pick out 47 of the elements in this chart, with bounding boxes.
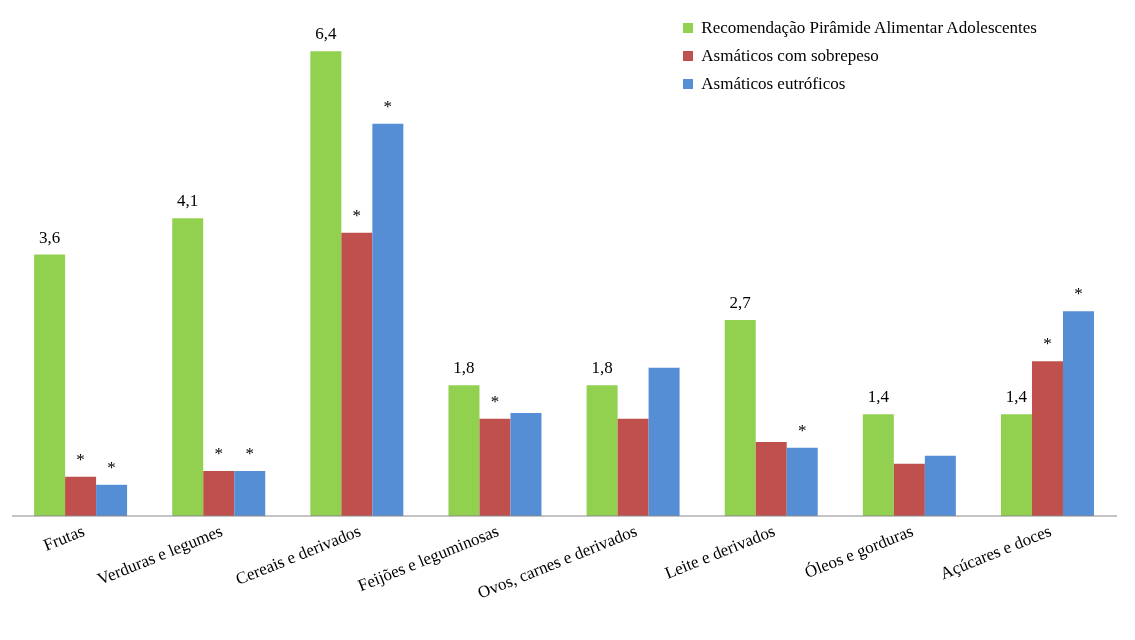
bar <box>65 476 97 516</box>
data-label: 4,1 <box>177 191 199 211</box>
bar <box>755 441 787 516</box>
bar <box>234 470 266 516</box>
bar <box>172 218 204 516</box>
legend-label: Asmáticos com sobrepeso <box>701 46 879 66</box>
bar <box>510 412 542 516</box>
bar <box>648 367 680 516</box>
bar <box>310 51 342 516</box>
legend-label: Recomendação Pirâmide Alimentar Adolescentes <box>701 18 1037 38</box>
bar <box>924 455 956 516</box>
bar <box>34 254 66 516</box>
data-label: 1,8 <box>591 358 613 378</box>
x-tick-label: Verduras e legumes <box>94 521 226 589</box>
x-tick-label: Frutas <box>40 521 88 555</box>
bar <box>617 418 649 516</box>
bar <box>586 385 618 516</box>
bar <box>786 447 818 516</box>
data-label: 2,7 <box>729 292 752 312</box>
data-label: 6,4 <box>315 24 337 44</box>
data-label: * <box>107 457 116 477</box>
bar <box>372 123 404 516</box>
data-label: 1,4 <box>867 387 890 407</box>
data-label: * <box>214 443 223 463</box>
bar <box>1062 311 1094 516</box>
legend-label: Asmáticos eutróficos <box>701 74 846 94</box>
bar <box>341 232 373 516</box>
data-label: 1,4 <box>1005 387 1028 407</box>
data-label: 3,6 <box>38 227 61 247</box>
bar <box>448 385 480 516</box>
data-label: * <box>1043 334 1052 354</box>
bar <box>203 470 235 516</box>
data-label: * <box>797 420 807 440</box>
data-label: * <box>383 96 393 116</box>
data-label: * <box>1074 284 1083 304</box>
bar <box>724 319 756 516</box>
bar <box>1031 361 1063 516</box>
data-label: * <box>490 391 500 411</box>
data-label: * <box>352 205 362 225</box>
data-label: * <box>245 443 254 463</box>
bar <box>862 414 894 516</box>
data-label: * <box>76 449 85 469</box>
bar <box>479 418 511 516</box>
bar <box>1000 414 1032 516</box>
bar <box>893 463 925 516</box>
data-label: 1,8 <box>453 358 475 378</box>
bar <box>96 484 128 516</box>
